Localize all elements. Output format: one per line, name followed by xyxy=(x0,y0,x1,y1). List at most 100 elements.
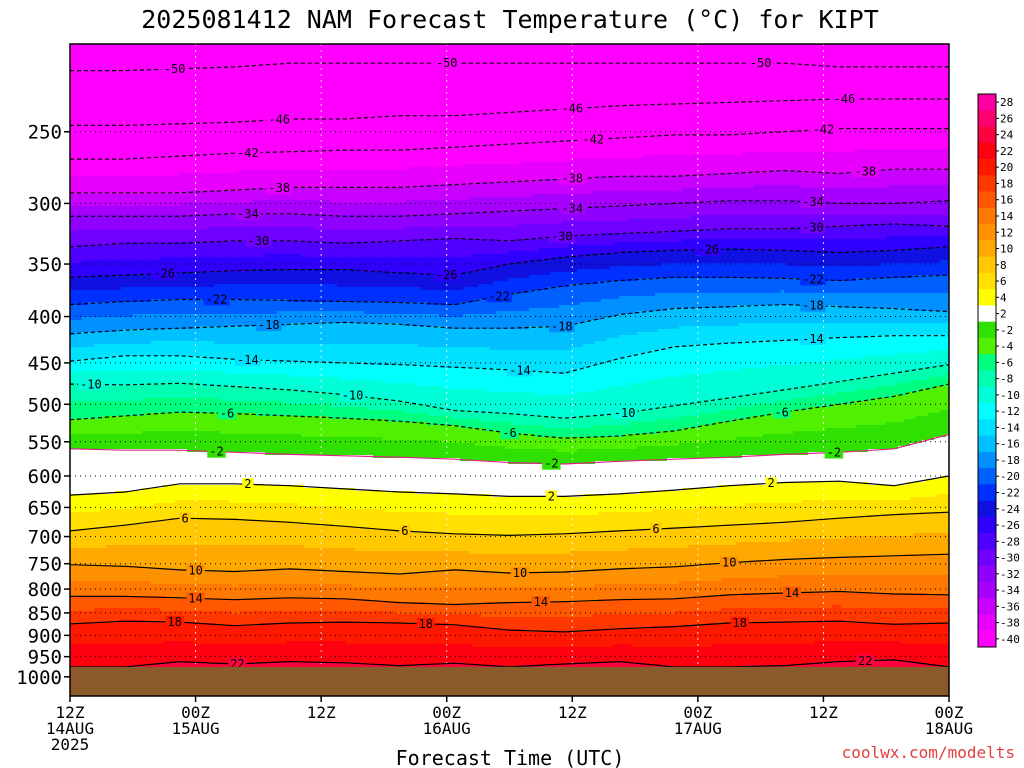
temperature-cell xyxy=(316,524,320,549)
temperature-cell xyxy=(376,551,380,573)
temperature-cell xyxy=(331,230,335,243)
temperature-cell xyxy=(493,266,497,282)
temperature-cell xyxy=(400,203,404,216)
temperature-cell xyxy=(376,644,380,666)
temperature-cell xyxy=(304,437,308,456)
temperature-cell xyxy=(112,206,116,216)
temperature-cell xyxy=(322,569,326,585)
temperature-cell xyxy=(166,623,170,642)
temperature-cell xyxy=(334,230,338,243)
temperature-cell xyxy=(430,215,434,228)
temperature-cell xyxy=(472,287,476,303)
temperature-cell xyxy=(472,329,476,348)
temperature-cell xyxy=(499,44,503,165)
temperature-cell xyxy=(343,323,347,345)
temperature-cell xyxy=(442,347,446,369)
temperature-cell xyxy=(298,485,302,507)
temperature-cell xyxy=(184,329,188,342)
temperature-cell xyxy=(346,623,350,645)
temperature-cell xyxy=(370,287,374,303)
temperature-cell xyxy=(394,383,398,402)
temperature-cell xyxy=(181,287,185,300)
temperature-cell xyxy=(250,572,254,585)
temperature-cell xyxy=(262,623,266,645)
temperature-cell xyxy=(100,419,104,435)
temperature-cell xyxy=(166,641,170,663)
temperature-cell xyxy=(466,227,470,240)
temperature-cell xyxy=(271,416,275,435)
temperature-cell xyxy=(367,170,371,189)
temperature-cell xyxy=(193,569,197,585)
temperature-cell xyxy=(469,410,473,420)
temperature-cell xyxy=(301,545,305,570)
temperature-cell xyxy=(115,596,119,609)
temperature-cell xyxy=(313,455,317,489)
temperature-cell xyxy=(253,257,257,270)
temperature-cell xyxy=(295,434,299,456)
temperature-cell xyxy=(166,449,170,486)
temperature-cell xyxy=(262,344,266,360)
temperature-cell xyxy=(127,644,131,669)
temperature-cell xyxy=(217,500,221,519)
temperature-cell xyxy=(307,584,311,600)
temperature-cell xyxy=(187,383,191,399)
temperature-cell xyxy=(436,605,440,615)
temperature-cell xyxy=(424,200,428,216)
temperature-cell xyxy=(298,569,302,585)
temperature-cell xyxy=(325,344,329,363)
temperature-cell xyxy=(391,287,395,303)
temperature-cell xyxy=(343,203,347,216)
temperature-cell xyxy=(109,260,113,276)
temperature-cell xyxy=(145,521,149,546)
temperature-cell xyxy=(283,254,287,270)
temperature-cell xyxy=(340,572,344,585)
temperature-cell xyxy=(424,215,428,228)
temperature-cell xyxy=(256,257,260,270)
temperature-cell xyxy=(214,272,218,285)
temperature-cell xyxy=(508,278,512,294)
temperature-cell xyxy=(436,425,440,441)
temperature-cell xyxy=(208,431,212,453)
temperature-cell xyxy=(184,500,188,519)
temperature-cell xyxy=(70,362,74,375)
temperature-cell xyxy=(88,494,92,513)
temperature-cell xyxy=(364,455,368,492)
temperature-cell xyxy=(361,242,365,258)
temperature-cell xyxy=(394,365,398,384)
temperature-cell xyxy=(226,272,230,285)
temperature-cell xyxy=(361,572,365,588)
temperature-cell xyxy=(247,257,251,270)
temperature-cell xyxy=(436,623,440,645)
temperature-cell xyxy=(175,356,179,372)
temperature-cell xyxy=(172,287,176,300)
temperature-cell xyxy=(373,272,377,288)
temperature-cell xyxy=(226,299,230,315)
temperature-cell xyxy=(481,446,485,462)
temperature-cell xyxy=(481,428,485,447)
temperature-cell xyxy=(109,302,113,318)
temperature-cell xyxy=(355,188,359,204)
temperature-cell xyxy=(388,302,392,315)
temperature-cell xyxy=(157,299,161,315)
temperature-cell xyxy=(409,623,413,645)
temperature-cell xyxy=(487,413,491,423)
temperature-cell xyxy=(430,425,434,441)
temperature-cell xyxy=(358,311,362,324)
temperature-cell xyxy=(349,287,353,303)
temperature-cell xyxy=(340,437,344,456)
temperature-cell xyxy=(169,641,173,663)
temperature-cell xyxy=(331,362,335,378)
temperature-cell xyxy=(388,323,392,345)
temperature-cell xyxy=(289,200,293,216)
temperature-cell xyxy=(220,572,224,585)
temperature-cell xyxy=(388,383,392,402)
chart-title: 2025081412 NAM Forecast Temperature (°C)… xyxy=(141,5,879,34)
temperature-cell xyxy=(361,230,365,243)
temperature-cell xyxy=(349,599,353,612)
temperature-cell xyxy=(397,530,401,552)
temperature-cell xyxy=(361,344,365,363)
temperature-cell xyxy=(433,290,437,306)
temperature-cell xyxy=(448,368,452,390)
temperature-cell xyxy=(157,584,161,597)
temperature-cell xyxy=(82,230,86,246)
